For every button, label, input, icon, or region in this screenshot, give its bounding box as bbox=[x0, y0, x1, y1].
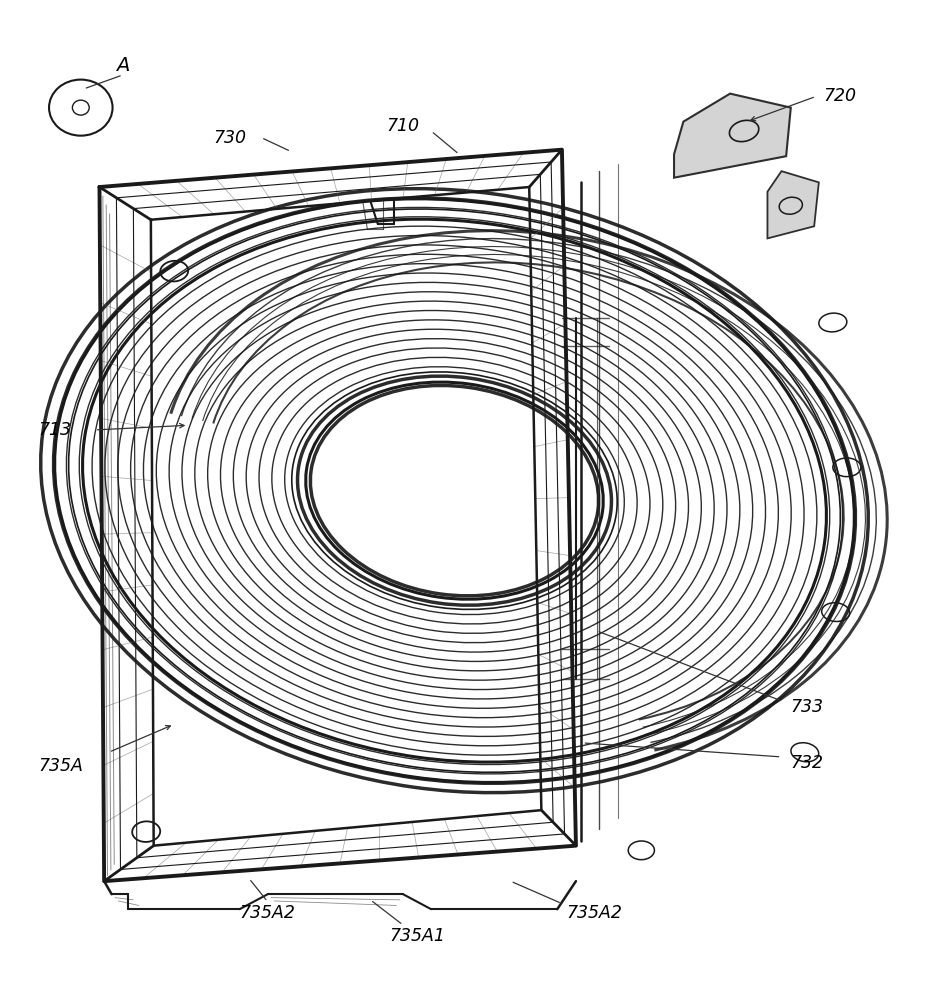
Text: 732: 732 bbox=[790, 754, 823, 772]
Text: 735A2: 735A2 bbox=[566, 904, 622, 922]
Text: 730: 730 bbox=[213, 129, 246, 147]
Polygon shape bbox=[673, 94, 790, 178]
Text: 735A2: 735A2 bbox=[240, 904, 295, 922]
Text: 713: 713 bbox=[38, 421, 72, 439]
Text: 720: 720 bbox=[823, 87, 856, 105]
Polygon shape bbox=[767, 171, 818, 238]
Text: 733: 733 bbox=[790, 698, 823, 716]
Text: 735A: 735A bbox=[38, 757, 83, 775]
Text: 710: 710 bbox=[387, 117, 419, 135]
Text: 735A1: 735A1 bbox=[388, 927, 445, 945]
Text: A: A bbox=[116, 56, 129, 75]
